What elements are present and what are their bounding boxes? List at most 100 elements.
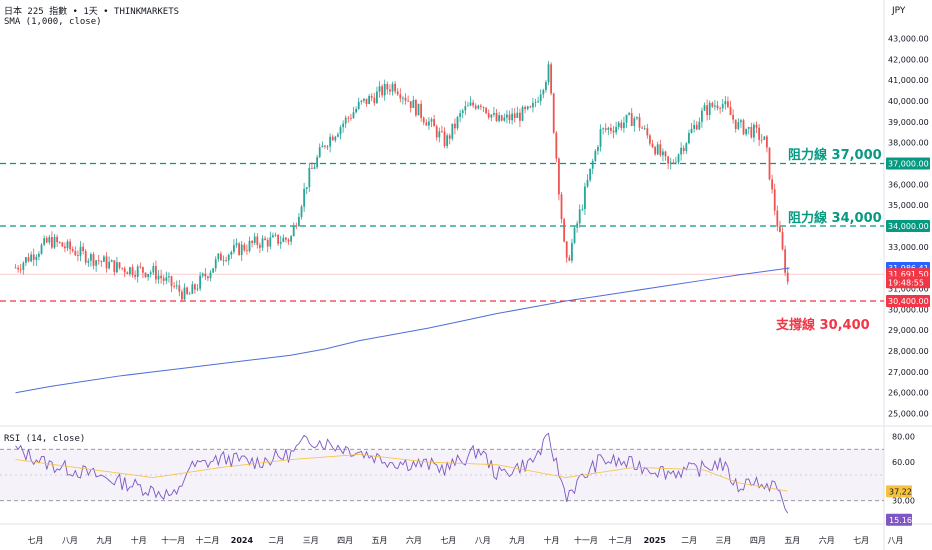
candle-body: [498, 115, 501, 122]
candle-body: [220, 253, 222, 261]
candle-body: [118, 262, 121, 268]
candle-body: [755, 124, 758, 128]
candle-body: [729, 106, 732, 116]
candle-body: [695, 124, 698, 130]
candle-body: [149, 272, 152, 275]
candle-body: [126, 272, 129, 275]
candle-body: [786, 272, 789, 282]
candle-body: [581, 208, 584, 210]
candle-body: [22, 262, 25, 270]
candle-body: [610, 127, 612, 131]
candle-body: [662, 151, 664, 156]
candle-body: [451, 123, 454, 139]
sma-indicator-label[interactable]: SMA (1,000, close): [4, 17, 102, 27]
candle-body: [214, 259, 217, 269]
candle-body: [472, 102, 475, 106]
candle-body: [563, 219, 566, 242]
candle-body: [732, 115, 735, 120]
candle-body: [693, 124, 696, 129]
month-tick-label: 2024: [231, 536, 254, 545]
candle-body: [178, 285, 181, 292]
candle-body: [656, 144, 659, 155]
candle-body: [604, 128, 607, 130]
candle-body: [508, 114, 511, 121]
candle-body: [698, 121, 701, 130]
price-tick-label: 41,000.00: [888, 76, 929, 85]
candle-body: [53, 236, 56, 248]
candle-body: [38, 253, 40, 257]
candle-body: [623, 122, 625, 129]
candle-body: [539, 94, 542, 102]
candle-body: [162, 278, 165, 281]
rsi-indicator-label[interactable]: RSI (14, close): [4, 434, 86, 444]
month-tick-label: 四月: [337, 536, 353, 545]
candle-body: [760, 139, 763, 141]
candle-body: [342, 123, 345, 128]
candle-body: [376, 91, 378, 104]
level-tag-text: 34,000.00: [888, 222, 929, 231]
resistance-37000-annotation: 阻力線 37,000: [788, 148, 882, 164]
candle-body: [758, 127, 761, 140]
candle-body: [256, 236, 259, 245]
rsi-tick-label: 30.00: [892, 497, 915, 506]
candle-body: [129, 267, 131, 275]
candle-body: [412, 100, 415, 108]
price-tick-label: 26,000.00: [888, 389, 929, 398]
rsi-value-tag-text: 15.16: [889, 516, 912, 525]
candle-body: [589, 168, 592, 181]
candle-body: [181, 291, 183, 300]
month-tick-label: 十二月: [196, 535, 220, 545]
candle-body: [407, 100, 410, 102]
candle-body: [160, 275, 163, 279]
candle-body: [209, 272, 212, 279]
candle-body: [584, 186, 586, 209]
candle-body: [433, 119, 436, 127]
candle-body: [734, 119, 737, 129]
candle-body: [688, 132, 690, 144]
candle-body: [295, 225, 298, 227]
candle-body: [139, 266, 142, 268]
candle-body: [292, 225, 295, 237]
candle-body: [113, 260, 116, 273]
price-tick-label: 43,000.00: [888, 34, 929, 43]
candle-body: [482, 107, 485, 108]
candle-body: [529, 106, 532, 108]
symbol-title: 日本 225 指數 • 1天 • THINKMARKETS: [4, 7, 180, 17]
candle-body: [196, 288, 199, 290]
candle-body: [526, 106, 529, 110]
candle-body: [524, 107, 527, 110]
candle-body: [651, 143, 654, 148]
candle-body: [225, 260, 228, 261]
candle-body: [469, 102, 472, 106]
month-tick-label: 四月: [750, 536, 766, 545]
candle-body: [719, 108, 722, 109]
candle-body: [357, 101, 360, 109]
candle-body: [513, 113, 516, 118]
candle-body: [620, 122, 623, 129]
candle-body: [311, 167, 313, 169]
candle-body: [116, 262, 118, 273]
candle-body: [409, 101, 412, 108]
candle-body: [240, 244, 243, 255]
candle-body: [383, 83, 386, 96]
candle-body: [269, 237, 272, 247]
candle-body: [428, 121, 430, 126]
candle-body: [308, 167, 311, 188]
candle-body: [35, 256, 38, 260]
candle-body: [199, 275, 202, 289]
month-tick-label: 2025: [644, 536, 667, 545]
candle-body: [186, 287, 189, 294]
candle-body: [77, 255, 79, 257]
candle-body: [324, 145, 326, 147]
candle-body: [303, 188, 306, 207]
candle-body: [441, 131, 443, 133]
candle-body: [477, 105, 480, 109]
candle-body: [399, 94, 402, 99]
level-tag-bg: [886, 295, 930, 308]
month-tick-label: 六月: [819, 535, 835, 545]
candle-body: [641, 127, 644, 129]
candle-body: [500, 115, 503, 121]
candle-body: [266, 240, 269, 247]
candle-body: [285, 237, 287, 240]
